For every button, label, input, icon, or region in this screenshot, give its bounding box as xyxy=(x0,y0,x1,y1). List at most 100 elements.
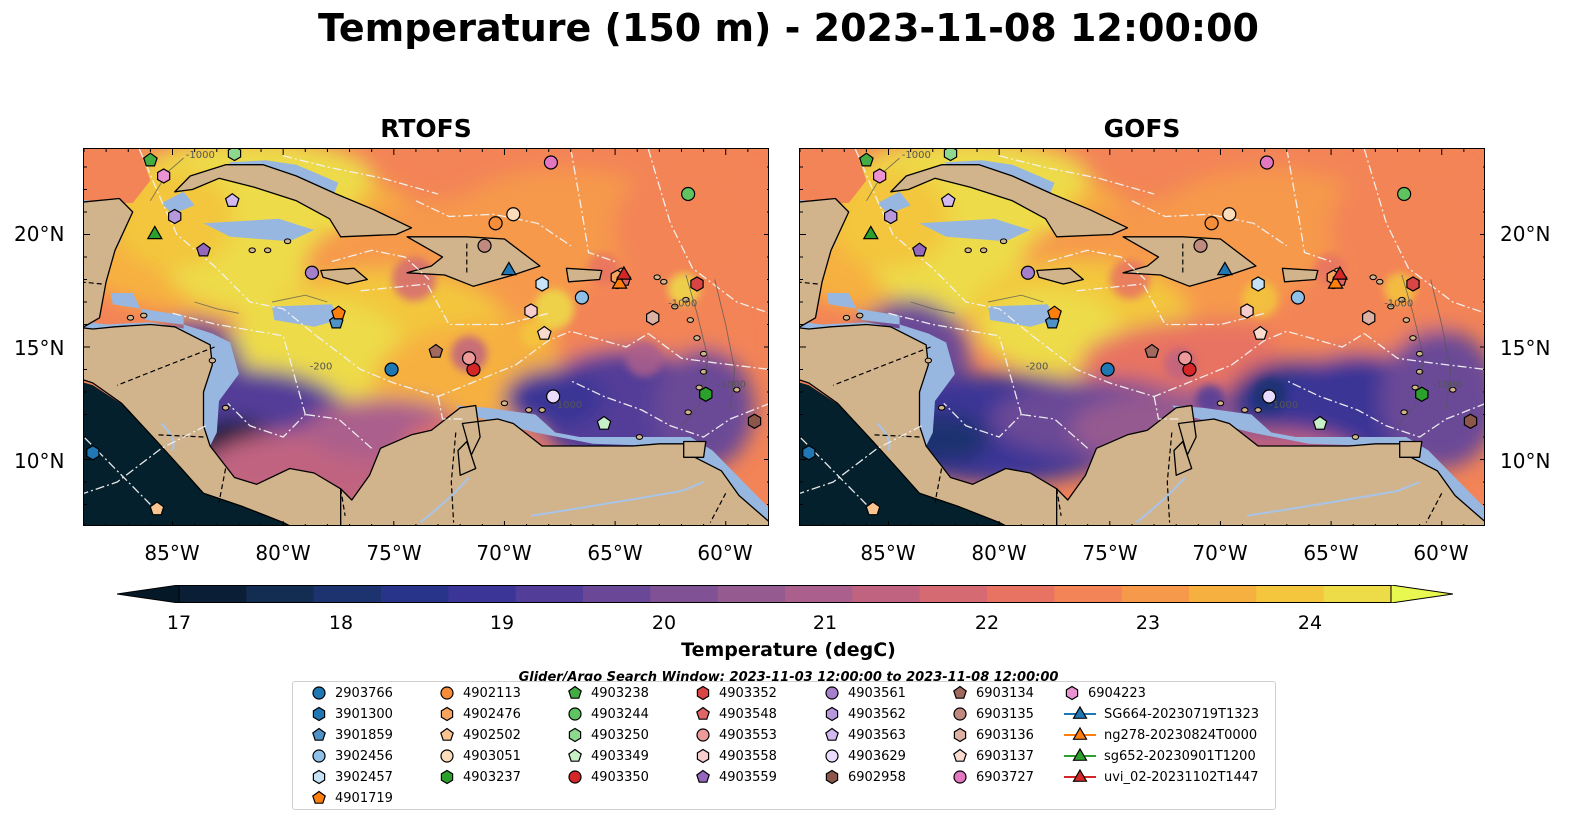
platform-marker-6903134 xyxy=(428,343,444,358)
legend-item: SG664-20230719T1323 xyxy=(1064,704,1259,724)
panel-title-rtofs: RTOFS xyxy=(380,114,472,143)
colorbar-segment xyxy=(852,585,921,603)
lon-label-70w: 70°W xyxy=(1192,541,1248,565)
lon-label-60w: 60°W xyxy=(697,541,753,565)
legend-label: 4903558 xyxy=(719,748,777,764)
contour-label: -1000 xyxy=(717,380,746,391)
colorbar-tick: 18 xyxy=(328,612,354,634)
colorbar-over-extension xyxy=(1390,584,1454,604)
legend-label: SG664-20230719T1323 xyxy=(1104,706,1260,722)
legend-marker-icon xyxy=(312,749,326,763)
legend-item: 4903553 xyxy=(695,725,777,745)
legend-item: 4903244 xyxy=(567,704,649,724)
legend-label: sg652-20230901T1200 xyxy=(1104,748,1256,764)
platform-legend: 2903766 3901300 3901859 3902456 3902457 49017… xyxy=(292,681,1276,810)
legend-label: 4902113 xyxy=(463,685,521,701)
legend-marker-icon xyxy=(1072,768,1088,782)
legend-marker-icon xyxy=(825,686,839,700)
platform-marker-2903766 xyxy=(384,362,399,377)
legend-label: 4903238 xyxy=(591,685,649,701)
platform-marker-6902958 xyxy=(1463,413,1478,429)
legend-marker-icon xyxy=(1072,747,1088,761)
platform-marker-sg652-20230901T1200 xyxy=(862,225,879,240)
legend-marker-icon xyxy=(696,685,710,701)
platform-marker-4902502 xyxy=(149,501,165,516)
legend-label: 3902456 xyxy=(335,748,393,764)
contour-label: -200 xyxy=(310,362,333,373)
legend-marker-icon xyxy=(696,728,710,742)
platform-marker-4903244 xyxy=(1397,186,1412,202)
legend-label: 4902502 xyxy=(463,727,521,743)
platform-marker-4902113 xyxy=(1204,216,1219,231)
legend-marker-icon xyxy=(953,727,967,743)
platform-marker-4903559 xyxy=(196,242,211,257)
map-panel-rtofs[interactable]: -200 -1000 -1000 -1000 -1000 xyxy=(83,148,769,526)
platform-marker-6904223 xyxy=(872,168,887,184)
platform-marker-4903629 xyxy=(546,389,561,404)
platform-marker-4903244 xyxy=(681,186,696,202)
platform-marker-3902457 xyxy=(535,276,549,292)
legend-item: 4903559 xyxy=(695,767,777,787)
legend-label: 4903250 xyxy=(591,727,649,743)
platform-marker-6903727 xyxy=(1259,155,1275,170)
legend-item: 4903349 xyxy=(567,746,649,766)
legend-label: 4903563 xyxy=(848,727,906,743)
colorbar-segment xyxy=(179,585,247,603)
contour-label: -1000 xyxy=(668,299,697,310)
colorbar-segment xyxy=(313,585,382,603)
platform-marker-4903563 xyxy=(224,192,240,208)
legend-marker-icon xyxy=(312,727,326,741)
legend-item: 3902457 xyxy=(311,767,393,787)
platform-marker-6903135 xyxy=(477,238,492,253)
lat-label-15n-left: 15°N xyxy=(14,336,65,360)
contour-label: -1000 xyxy=(902,150,931,161)
platform-marker-SG664-20230719T1323 xyxy=(500,261,517,276)
colorbar-tick: 24 xyxy=(1297,612,1323,634)
lon-label-65w: 65°W xyxy=(1303,541,1359,565)
legend-label: 4903350 xyxy=(591,769,649,785)
map-panel-gofs[interactable]: -200 -1000 -1000 -1000 -1000 xyxy=(799,148,1485,526)
colorbar-segment xyxy=(1121,585,1190,603)
legend-marker-icon xyxy=(953,685,967,699)
lon-label-85w: 85°W xyxy=(860,541,916,565)
legend-marker-icon xyxy=(312,686,326,700)
platform-marker-4903629 xyxy=(1262,389,1277,404)
platform-marker-6903137 xyxy=(536,325,552,340)
platform-marker-ng278-20230824T0000 xyxy=(1327,274,1344,289)
legend-item: 4901719 xyxy=(311,788,393,808)
legend-item: 4903238 xyxy=(567,683,649,703)
platform-marker-4903559 xyxy=(912,242,927,257)
platform-marker-6902958 xyxy=(747,413,762,429)
contour-label: -1000 xyxy=(1269,400,1298,411)
platform-marker-4903237 xyxy=(1415,386,1429,402)
colorbar-segment xyxy=(1189,585,1257,603)
platform-marker-6903135 xyxy=(1193,238,1208,253)
legend-label: 4903548 xyxy=(719,706,777,722)
legend-marker-icon xyxy=(440,749,454,763)
legend-marker-icon xyxy=(568,685,582,699)
colorbar xyxy=(116,584,1454,604)
platform-marker-4903561 xyxy=(304,265,320,280)
colorbar-segment xyxy=(583,585,651,603)
legend-item: 4903237 xyxy=(439,767,521,787)
temperature-map: -200 -1000 -1000 -1000 -1000 xyxy=(84,149,768,525)
platform-marker-4903562 xyxy=(883,208,898,225)
legend-item: sg652-20230901T1200 xyxy=(1064,746,1256,766)
platform-markers xyxy=(802,149,1478,516)
legend-item: 3901859 xyxy=(311,725,393,745)
lat-label-15n-right: 15°N xyxy=(1500,336,1551,360)
lon-label-65w: 65°W xyxy=(587,541,643,565)
lon-label-75w: 75°W xyxy=(366,541,422,565)
lon-label-60w: 60°W xyxy=(1413,541,1469,565)
platform-marker-6903136 xyxy=(645,310,660,326)
legend-label: 6903134 xyxy=(976,685,1034,701)
legend-label: 2903766 xyxy=(335,685,393,701)
legend-item: 6903137 xyxy=(952,746,1034,766)
legend-marker-icon xyxy=(825,749,839,763)
legend-item: 6902958 xyxy=(824,767,906,787)
contour-label: -1000 xyxy=(1433,380,1462,391)
lon-label-70w: 70°W xyxy=(476,541,532,565)
legend-item: ng278-20230824T0000 xyxy=(1064,725,1257,745)
platform-marker-2903766 xyxy=(1100,362,1115,377)
lat-label-10n-right: 10°N xyxy=(1500,449,1551,473)
